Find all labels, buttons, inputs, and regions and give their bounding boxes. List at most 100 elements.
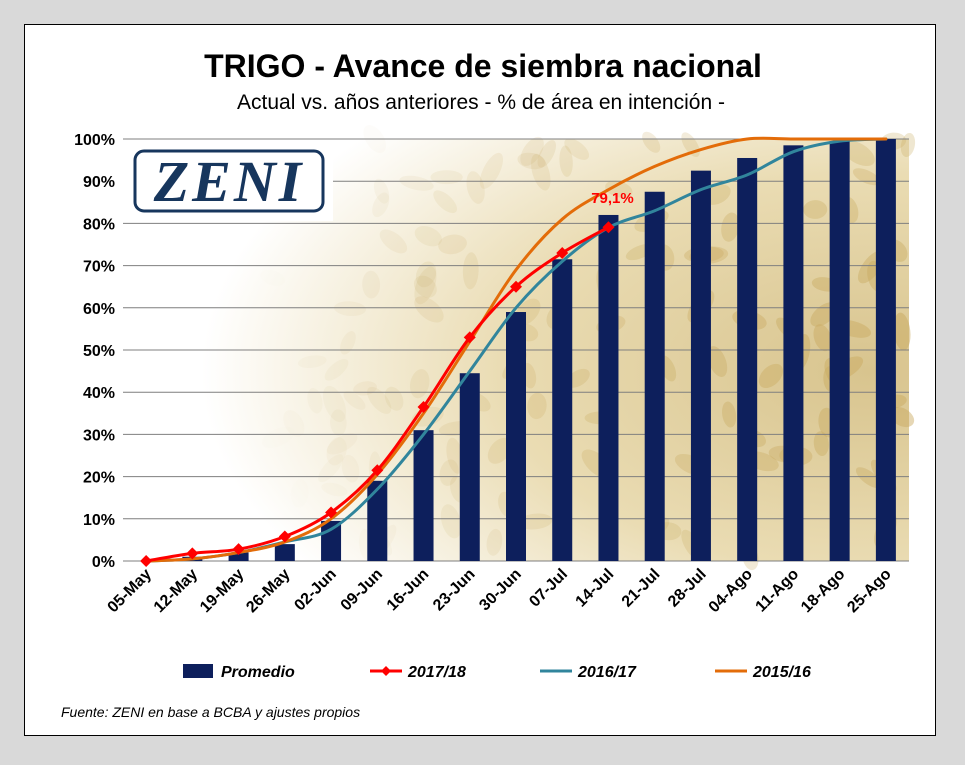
wheat-grain: [559, 145, 573, 177]
x-tick-label: 14-Jul: [573, 566, 618, 611]
marker-2017-18: [417, 400, 430, 413]
chart-subtitle: Actual vs. años anteriores - % de área e…: [237, 91, 725, 114]
wheat-grain: [343, 391, 366, 410]
legend-label: 2017/18: [407, 664, 466, 681]
bar-promedio: [737, 157, 758, 562]
wheat-grain: [367, 386, 392, 414]
wheat-grain: [520, 136, 544, 166]
x-tick-label: 02-Jun: [291, 566, 339, 614]
wheat-grain: [855, 467, 882, 489]
x-tick-label: 09-Jun: [338, 566, 386, 614]
x-tick-label: 30-Jun: [476, 566, 524, 614]
wheat-grain: [362, 270, 381, 299]
annotation-label: 79,1%: [591, 190, 634, 207]
x-tick-label: 11-Ago: [752, 566, 802, 616]
wheat-grain: [605, 180, 633, 198]
wheat-grain: [487, 437, 512, 464]
wheat-grain: [527, 392, 547, 420]
svg-text:ZENI: ZENI: [153, 149, 305, 214]
wheat-grain: [409, 369, 430, 399]
wheat-grain: [414, 266, 437, 305]
x-tick-label: 04-Ago: [706, 566, 757, 617]
marker-2017-18: [232, 543, 245, 556]
bar-promedio: [274, 544, 295, 561]
bar-promedio: [690, 170, 711, 561]
marker-2017-18: [186, 547, 199, 560]
wheat-grain: [517, 513, 553, 530]
wheat-grain: [333, 301, 367, 317]
wheat-grain: [414, 225, 442, 247]
marker-2017-18: [371, 464, 384, 477]
wheat-grain: [372, 192, 390, 218]
wheat-grain: [893, 312, 911, 351]
wheat-grain: [707, 346, 728, 377]
marker-2017-18: [325, 506, 338, 519]
wheat-grain: [326, 437, 347, 466]
legend-swatch: [183, 664, 213, 678]
wheat-grain: [318, 454, 344, 483]
wheat-grain: [433, 190, 458, 214]
x-tick-label: 12-May: [151, 566, 201, 616]
marker-2017-18: [556, 246, 569, 259]
wheat-grain: [446, 437, 464, 474]
wheat-grain: [813, 431, 829, 456]
bar-promedio: [829, 141, 850, 562]
x-tick-label: 18-Ago: [798, 566, 849, 617]
wheat-grain: [721, 212, 740, 242]
bar-promedio: [506, 312, 526, 561]
wheat-grain: [326, 433, 358, 455]
bar-promedio: [459, 373, 480, 561]
wheat-grain: [430, 170, 463, 185]
y-tick-label: 90%: [83, 174, 115, 191]
wheat-grain: [413, 275, 437, 298]
wheat-grain: [324, 359, 349, 381]
y-axis-ticks: 0% 10% 20% 30% 40% 50% 60% 70% 80% 90% 100%: [74, 132, 115, 571]
marker-2017-18: [510, 280, 522, 293]
bar-promedio: [644, 191, 665, 561]
chart-svg: TRIGO - Avance de siembra nacional Actua…: [61, 48, 916, 720]
legend-label: 2016/17: [577, 664, 637, 681]
y-tick-label: 60%: [83, 301, 115, 318]
wheat-grain: [439, 459, 459, 486]
bar-promedio: [598, 214, 619, 561]
legend-marker: [381, 666, 391, 676]
legend-item-2017-18: 2017/18: [370, 664, 466, 681]
x-tick-label: 26-May: [243, 566, 293, 616]
legend-label: Promedio: [221, 664, 295, 681]
wheat-grain: [803, 200, 828, 219]
wheat-grain: [321, 482, 348, 497]
bar-promedio: [875, 139, 896, 561]
wheat-grain: [415, 261, 437, 288]
wheat-grain: [379, 229, 408, 254]
wheat-grain: [486, 528, 503, 556]
y-tick-label: 10%: [83, 512, 115, 529]
bar-promedio: [783, 145, 804, 561]
wheat-grain: [440, 504, 462, 539]
y-tick-label: 100%: [74, 132, 115, 149]
y-tick-label: 50%: [83, 343, 115, 360]
wheat-grain: [297, 355, 327, 369]
x-tick-label: 07-Jul: [526, 566, 571, 611]
x-tick-label: 23-Jun: [430, 566, 478, 614]
wheat-grain: [307, 388, 323, 414]
wheat-grain: [564, 138, 590, 160]
wheat-grain: [813, 324, 832, 352]
bar-promedio: [413, 430, 434, 561]
wheat-grain: [462, 252, 479, 290]
line-series-2015-16: [144, 136, 888, 563]
source-note: Fuente: ZENI en base a BCBA y ajustes pr…: [61, 704, 360, 720]
x-tick-label: 16-Jun: [384, 566, 432, 614]
wheat-grain: [517, 152, 546, 170]
marker-2017-18: [278, 530, 291, 543]
y-tick-label: 0%: [92, 554, 115, 571]
legend-item-2016-17: 2016/17: [540, 664, 637, 681]
x-tick-label: 19-May: [197, 566, 247, 616]
legend-label: 2015/16: [752, 664, 811, 681]
zeni-logo: ZENI: [123, 141, 333, 221]
series-lines: [144, 136, 888, 563]
wheat-grain: [384, 386, 404, 411]
marker-2017-18: [463, 331, 476, 344]
wheat-grain: [322, 385, 347, 423]
bar-promedio: [367, 480, 388, 561]
chart-frame: TRIGO - Avance de siembra nacional Actua…: [24, 24, 936, 736]
